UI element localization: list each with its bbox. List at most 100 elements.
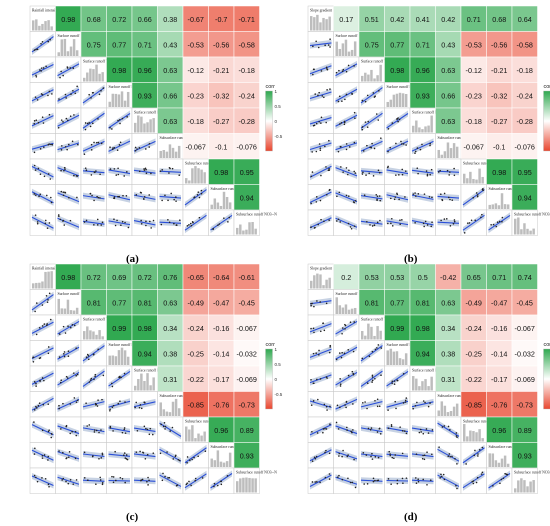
scatter-point-a-4-3-4 (111, 128, 113, 130)
scatter-point-d-4-3-6 (393, 383, 396, 385)
scatter-point-c-6-3-4 (124, 432, 127, 434)
scatter-point-d-7-6-2 (474, 449, 476, 452)
scatter-point-d-6-3-5 (403, 430, 406, 432)
scatter-point-c-6-5-5 (164, 425, 167, 428)
scatter-point-a-8-5-5 (168, 221, 171, 224)
scatter-point-b-4-3-4 (397, 120, 399, 123)
scatter-point-d-6-4-6 (420, 431, 422, 433)
scatter-point-a-7-6-0 (198, 196, 201, 199)
fit-line-b-4-0 (309, 117, 332, 125)
hist-bar-a-1-0 (57, 52, 60, 56)
corr-tile-b-1-4 (409, 31, 436, 58)
scatter-point-c-3-0-5 (39, 357, 42, 359)
corr-value-a-0-3: 0.72 (112, 15, 126, 24)
scatter-point-a-2-1-1 (62, 74, 64, 77)
scatter-point-b-7-5-5 (449, 198, 451, 201)
scatter-point-d-4-1-1 (347, 374, 350, 377)
hist-bar-a-8-4 (248, 222, 251, 235)
scatter-point-a-8-0-1 (36, 221, 39, 223)
scatter-point-d-6-2-5 (376, 431, 379, 433)
scatter-point-d-8-1-2 (349, 481, 352, 484)
scatter-point-b-7-3-0 (394, 196, 397, 198)
scatter-point-b-8-0-4 (328, 219, 330, 221)
corr-tile-c-4-5 (157, 365, 184, 392)
scatter-point-d-7-6-5 (473, 454, 476, 457)
scatter-point-b-2-0-2 (325, 66, 328, 69)
scatter-point-a-6-3-2 (117, 167, 119, 170)
scatter-point-d-8-1-1 (338, 474, 340, 477)
scatter-point-a-2-0-1 (45, 65, 47, 68)
scatter-point-a-8-3-3 (121, 220, 124, 223)
corr-value-d-3-6: -0.25 (466, 349, 482, 358)
scatter-point-c-5-2-6 (94, 402, 97, 405)
scatter-point-b-7-4-1 (417, 193, 420, 195)
scatter-point-c-5-2-5 (96, 405, 99, 407)
corr-value-b-0-4: 0.41 (416, 15, 430, 24)
scatter-point-a-5-3-4 (113, 146, 116, 149)
scatter-point-a-5-3-3 (111, 148, 114, 151)
fit-line-d-8-1 (335, 476, 358, 485)
hist-bar-a-2-4 (95, 64, 98, 82)
scatter-point-a-8-7-3 (227, 221, 229, 223)
fit-line-c-1-0 (31, 294, 54, 311)
corr-tile-a-1-2 (80, 31, 107, 58)
scatter-point-c-8-7-5 (213, 485, 215, 488)
scatter-point-c-7-5-2 (178, 459, 181, 462)
hist-bar-b-6-4 (475, 179, 478, 184)
scatter-point-c-8-0-5 (48, 485, 50, 488)
hist-bar-b-4-4 (424, 126, 427, 133)
scatter-point-d-5-0-1 (312, 400, 315, 402)
scatter-point-b-8-7-5 (495, 225, 498, 228)
hist-bar-b-5-0 (437, 149, 440, 158)
scatter-point-b-5-1-1 (353, 141, 356, 144)
hist-bar-d-5-2 (443, 405, 447, 416)
fit-line-a-6-0 (31, 166, 54, 178)
scatter-point-a-7-5-5 (164, 194, 166, 197)
scatter-point-a-7-2-4 (93, 199, 95, 202)
scatter-point-c-7-6-2 (204, 450, 207, 453)
scatter-point-a-6-3-1 (117, 173, 120, 176)
scatter-point-d-8-4-4 (415, 482, 418, 485)
corr-value-d-2-4: 0.98 (416, 324, 430, 333)
scatter-point-a-7-6-6 (193, 196, 196, 198)
hist-bar-a-4-4 (146, 122, 149, 133)
corr-value-a-2-6: -0.12 (188, 66, 204, 75)
scatter-point-d-8-1-5 (347, 477, 349, 480)
scatter-point-b-8-7-4 (501, 216, 504, 219)
scatter-point-a-8-2-6 (93, 224, 95, 226)
corr-value-b-1-7: -0.56 (491, 40, 507, 49)
fit-line-b-8-7 (488, 214, 511, 231)
scatter-point-c-4-0-3 (33, 380, 36, 383)
scatter-point-c-4-0-6 (43, 379, 45, 382)
scatter-point-b-3-1-1 (338, 95, 341, 98)
corr-tile-b-1-8 (511, 31, 538, 58)
corr-tile-c-4-7 (208, 365, 235, 392)
scatter-point-a-4-1-4 (65, 117, 68, 120)
legend-title-d: corr (544, 342, 550, 348)
scatter-point-a-4-3-5 (121, 117, 124, 120)
hist-bar-b-7-5 (503, 204, 507, 209)
scatter-point-c-4-2-1 (94, 373, 97, 376)
hist-bar-b-3-1 (389, 99, 393, 107)
scatter-point-a-8-2-3 (100, 224, 103, 226)
scatter-point-d-4-3-0 (391, 382, 393, 385)
scatter-point-d-7-2-6 (371, 452, 373, 455)
scatter-point-b-6-2-5 (377, 169, 380, 172)
scatter-point-d-8-2-5 (372, 480, 375, 483)
scatter-point-d-6-4-1 (431, 429, 434, 431)
scatter-point-b-8-6-4 (470, 219, 473, 222)
scatter-point-a-7-4-4 (142, 198, 145, 200)
corr-value-c-3-7: -0.14 (213, 349, 229, 358)
scatter-point-d-8-7-2 (499, 482, 501, 485)
corr-value-c-6-7: 0.96 (214, 426, 228, 435)
scatter-point-b-7-6-1 (475, 192, 478, 194)
fit-line-d-6-0 (309, 424, 332, 436)
scatter-point-c-8-7-6 (226, 474, 229, 477)
hist-bar-d-0-1 (313, 275, 316, 289)
scatter-point-b-6-0-2 (325, 166, 327, 168)
corr-tile-b-7-8 (511, 184, 538, 211)
hist-bar-a-1-4 (69, 46, 73, 56)
scatter-point-a-1-0-3 (33, 49, 36, 51)
fit-line-c-5-2 (82, 401, 105, 408)
corr-value-a-2-3: 0.98 (112, 66, 126, 75)
